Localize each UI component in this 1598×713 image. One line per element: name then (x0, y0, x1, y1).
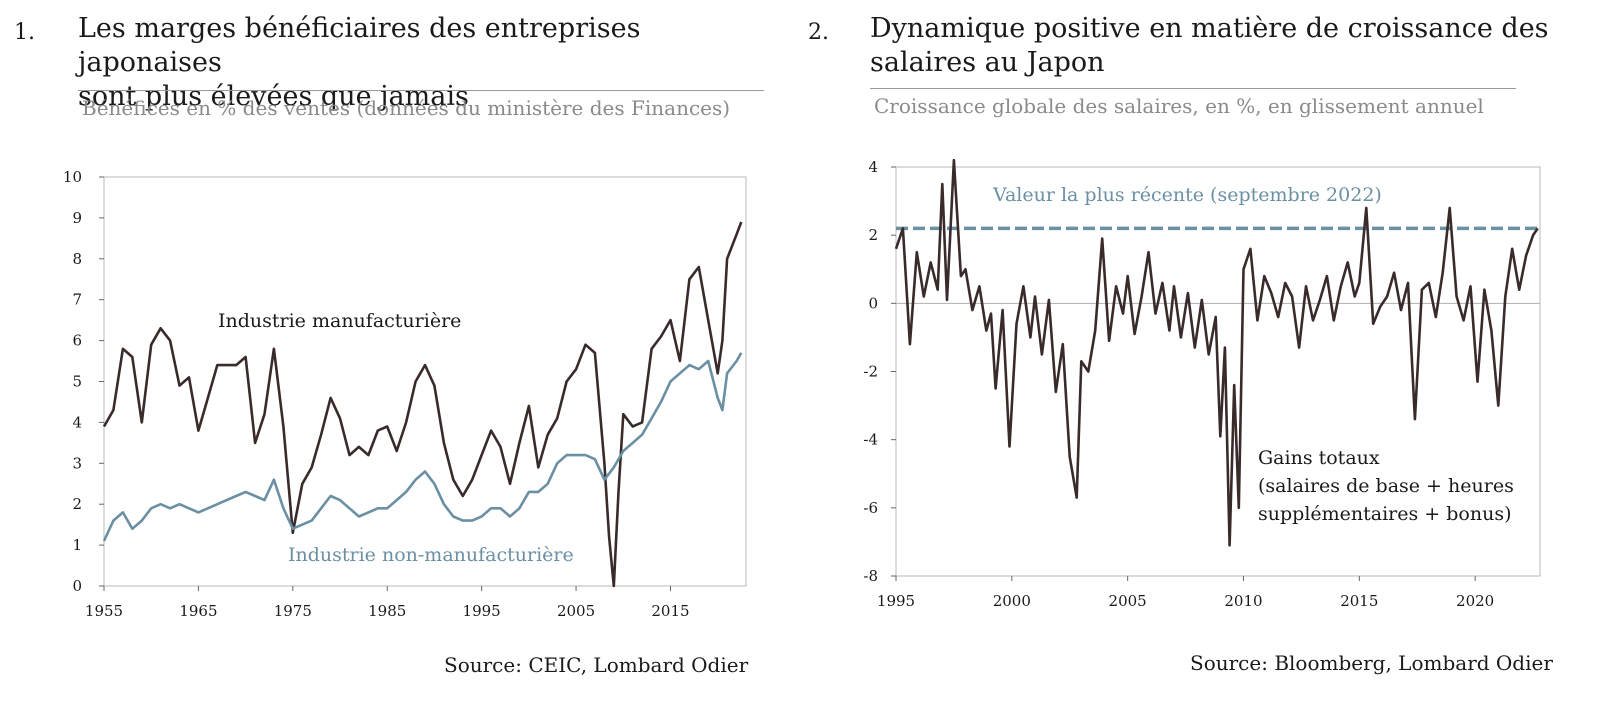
y-tick-label: 4 (72, 413, 82, 431)
chart-subtitle: Croissance globale des salaires, en %, e… (874, 94, 1484, 118)
y-tick-label: 7 (72, 291, 82, 309)
annotation-total-earnings: Gains totaux (1258, 447, 1380, 469)
x-tick-label: 2005 (557, 602, 595, 620)
y-tick-label: -8 (863, 567, 878, 585)
x-tick-label: 1965 (179, 602, 217, 620)
annotation-latest-value: Valeur la plus récente (septembre 2022) (992, 184, 1382, 206)
series-line-1 (102, 221, 743, 588)
chart-title-line-2: salaires au Japon (870, 47, 1105, 78)
chart-panel-profit-margins: 1. Les marges bénéficiaires des entrepri… (0, 0, 790, 713)
x-tick-label: 2005 (1109, 592, 1147, 610)
x-tick-label: 1985 (368, 602, 406, 620)
y-tick-label: 0 (868, 294, 878, 312)
chart-title-line-2: sont plus élevées que jamais (78, 81, 469, 112)
x-tick-label: 2010 (1224, 592, 1262, 610)
series-line-1 (894, 158, 1539, 547)
y-tick-label: 9 (72, 209, 82, 227)
x-tick-label: 1995 (877, 592, 915, 610)
y-tick-label: 10 (63, 168, 82, 186)
chart-subtitle: Bénéfices en % des ventes (données du mi… (82, 96, 731, 120)
figure-number: 2. (808, 20, 829, 45)
x-tick-label: 2015 (1340, 592, 1378, 610)
wage-growth-chart: -8 -6 -4 -2 0 2 4 1995 2000 2005 2010 2015 2020 Valeu… (863, 158, 1541, 610)
annotation-non-manufacturing: Industrie non-manufacturière (288, 544, 574, 566)
y-tick-label: 2 (72, 495, 82, 513)
annotation-total-earnings-detail-1: (salaires de base + heures (1258, 475, 1514, 497)
annotation-total-earnings-detail-2: supplémentaires + bonus) (1258, 503, 1512, 525)
x-tick-label: 1995 (463, 602, 501, 620)
chart-source: Source: CEIC, Lombard Odier (444, 653, 749, 677)
chart-title: Les marges bénéficiaires des entreprises… (78, 12, 790, 114)
title-divider (78, 90, 764, 91)
chart-panel-wage-growth: 2. Dynamique positive en matière de croi… (800, 0, 1598, 713)
figure-number: 1. (14, 20, 35, 45)
y-tick-label: -6 (863, 499, 878, 517)
y-tick-label: 1 (72, 536, 82, 554)
plot-frame (103, 176, 747, 587)
chart-title: Dynamique positive en matière de croissa… (870, 12, 1549, 80)
x-tick-label: 1955 (85, 602, 123, 620)
y-tick-label: 2 (868, 226, 878, 244)
annotation-manufacturing: Industrie manufacturière (218, 310, 461, 332)
x-tick-label: 2020 (1456, 592, 1494, 610)
x-tick-label: 2000 (993, 592, 1031, 610)
series-line-2 (102, 352, 743, 542)
profit-margin-chart: 0 1 2 3 4 5 6 7 8 9 10 1955 1965 1975 1985 1995 2005 2015… (63, 168, 747, 620)
chart-source: Source: Bloomberg, Lombard Odier (1190, 651, 1553, 675)
y-tick-label: -2 (863, 363, 878, 381)
y-tick-label: 5 (72, 373, 82, 391)
y-tick-label: 3 (72, 454, 82, 472)
y-tick-label: 0 (72, 577, 82, 595)
y-tick-label: -4 (863, 431, 878, 449)
x-tick-label: 1975 (274, 602, 312, 620)
x-tick-label: 2015 (651, 602, 689, 620)
chart-title-line-1: Les marges bénéficiaires des entreprises… (78, 13, 641, 78)
chart-title-line-1: Dynamique positive en matière de croissa… (870, 13, 1549, 44)
title-divider (870, 88, 1516, 89)
y-tick-label: 6 (72, 332, 82, 350)
y-tick-label: 8 (72, 250, 82, 268)
y-tick-label: 4 (868, 158, 878, 176)
